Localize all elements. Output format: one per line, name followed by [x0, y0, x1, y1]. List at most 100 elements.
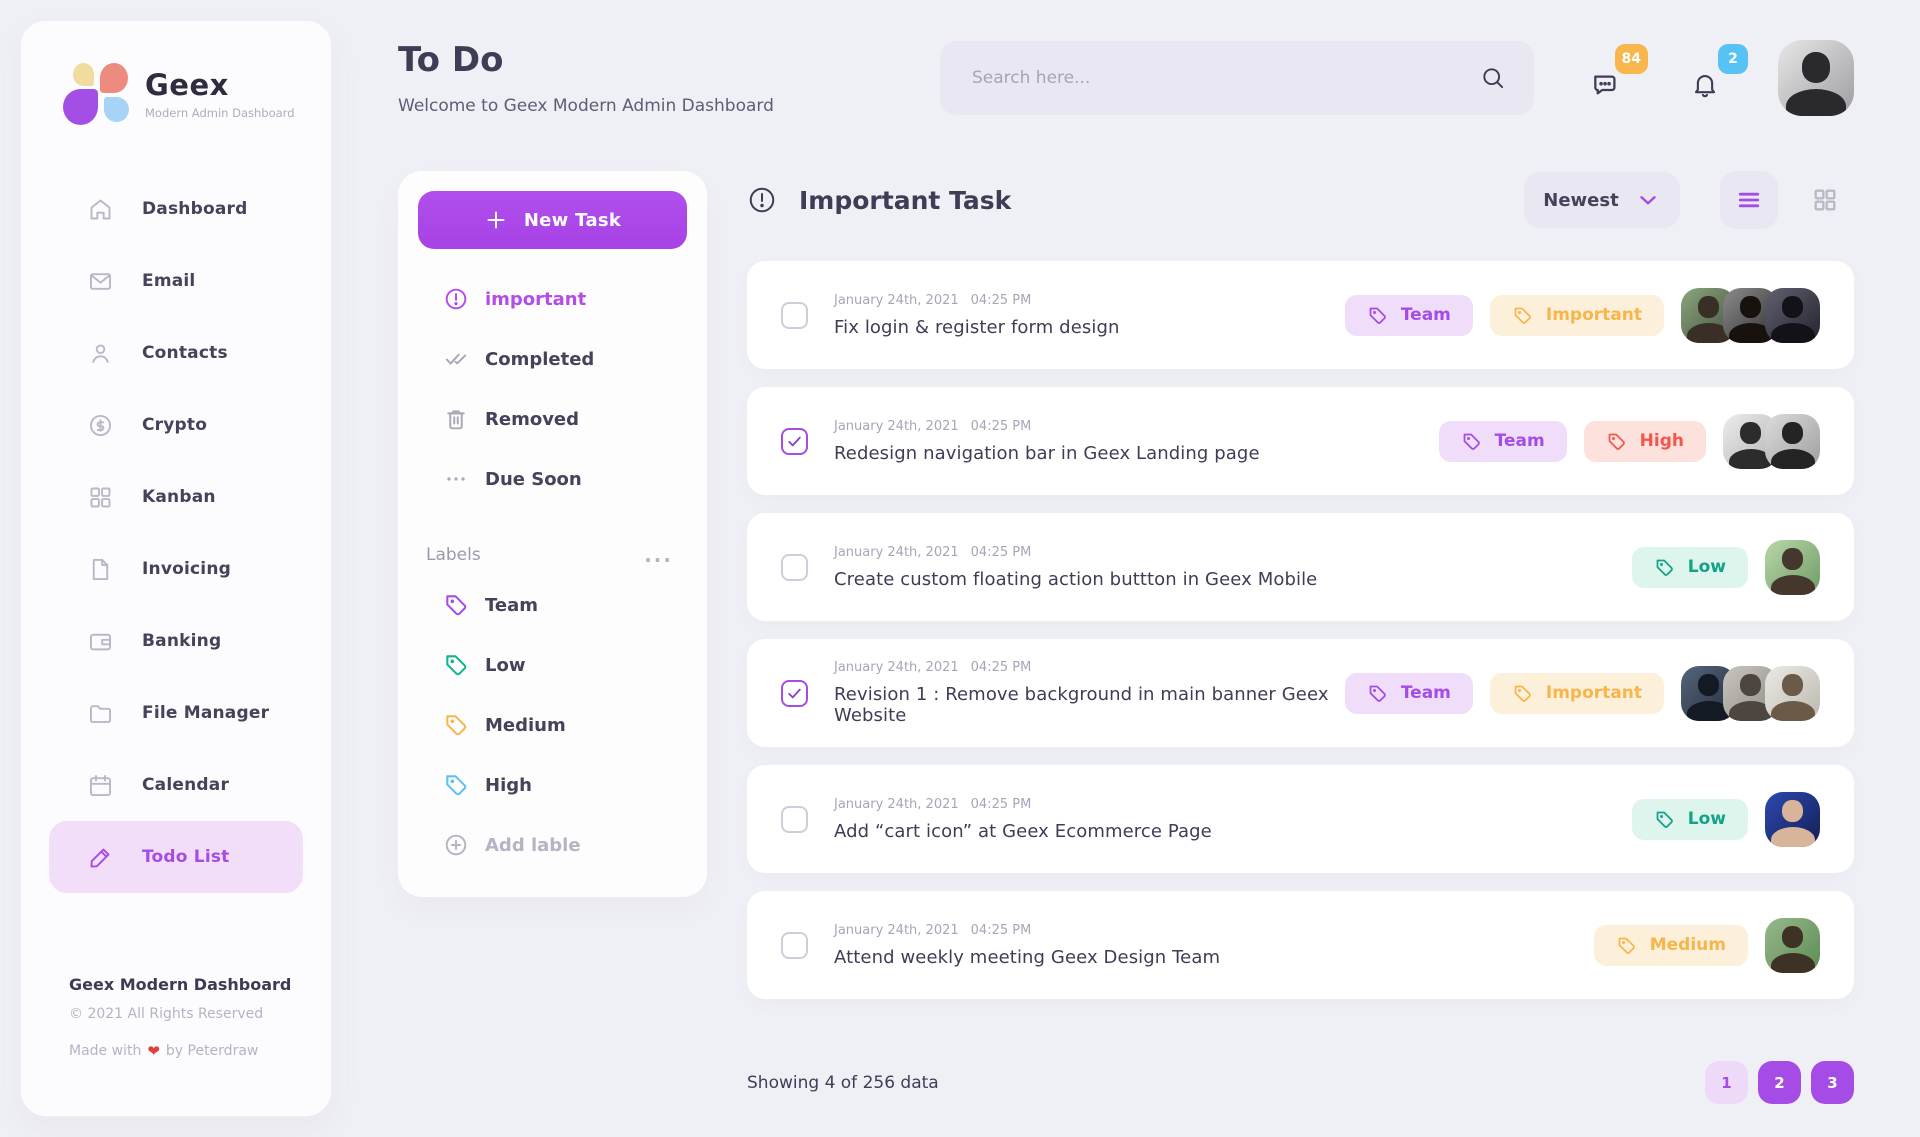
assignee-avatar: [1765, 791, 1820, 847]
label-low[interactable]: Low: [418, 635, 687, 695]
assignee-avatar: [1765, 413, 1820, 469]
task-title: Create custom floating action buttton in…: [834, 568, 1318, 590]
sidebar-item-invoicing[interactable]: Invoicing: [49, 533, 303, 605]
tag-pill[interactable]: Low: [1631, 798, 1748, 840]
label-team[interactable]: Team: [418, 575, 687, 635]
user-avatar[interactable]: [1778, 40, 1854, 116]
footer-copyright: © 2021 All Rights Reserved: [69, 1006, 264, 1022]
task-row: January 24th, 2021 04:25 PM Revision 1 : …: [747, 639, 1854, 747]
label-high[interactable]: High: [418, 755, 687, 815]
heart-icon: ❤: [147, 1042, 160, 1060]
assignee-avatar: [1765, 287, 1820, 343]
list-footer: Showing 4 of 256 data 1 2 3: [747, 1061, 1854, 1104]
wallet-icon: [87, 628, 114, 655]
filter-removed[interactable]: Removed: [418, 389, 687, 449]
sidebar-item-calendar[interactable]: Calendar: [49, 749, 303, 821]
task-title: Add “cart icon” at Geex Ecommerce Page: [834, 820, 1212, 842]
showing-count: Showing 4 of 256 data: [747, 1072, 939, 1093]
filter-completed[interactable]: Completed: [418, 329, 687, 389]
list-header: Important Task Newest: [747, 171, 1854, 229]
sidebar-item-file-manager[interactable]: File Manager: [49, 677, 303, 749]
list-view-button[interactable]: [1720, 171, 1778, 229]
tag-pill[interactable]: Important: [1489, 294, 1664, 336]
tag-pill[interactable]: High: [1583, 420, 1706, 462]
task-checkbox[interactable]: [781, 427, 808, 455]
task-datetime: January 24th, 2021 04:25 PM: [834, 922, 1032, 938]
sort-dropdown[interactable]: Newest: [1524, 172, 1680, 228]
task-title: Fix login & register form design: [834, 316, 1120, 338]
task-datetime: January 24th, 2021 04:25 PM: [834, 660, 1032, 675]
page-header: To Do Welcome to Geex Modern Admin Dashb…: [398, 40, 1854, 116]
main-area: To Do Welcome to Geex Modern Admin Dashb…: [332, 0, 1920, 1137]
page-button-2[interactable]: 2: [1758, 1061, 1801, 1104]
filter-important[interactable]: important: [418, 269, 687, 329]
task-checkbox[interactable]: [781, 553, 808, 581]
chat-icon: [1590, 68, 1622, 100]
mail-icon: [87, 268, 114, 295]
tag-icon: [443, 652, 469, 678]
new-task-button[interactable]: New Task: [418, 191, 687, 249]
task-checkbox[interactable]: [781, 931, 808, 959]
assignee-avatars: [1765, 791, 1820, 847]
sidebar-item-dashboard[interactable]: Dashboard: [49, 173, 303, 245]
sidebar-item-crypto[interactable]: Crypto: [49, 389, 303, 461]
page-title: To Do: [398, 40, 504, 80]
assignee-avatar: [1765, 539, 1820, 595]
task-title: Redesign navigation bar in Geex Landing …: [834, 442, 1260, 464]
calendar-icon: [87, 772, 114, 799]
search-icon[interactable]: [1480, 65, 1506, 91]
grid-view-icon: [1811, 186, 1839, 214]
search-input[interactable]: [972, 68, 1480, 88]
footer-title: Geex Modern Dashboard: [69, 975, 292, 994]
task-datetime: January 24th, 2021 04:25 PM: [834, 292, 1032, 308]
task-checkbox[interactable]: [781, 301, 808, 329]
labels-header: Labels ...: [426, 543, 673, 567]
grid-view-button[interactable]: [1796, 171, 1854, 229]
tag-pill[interactable]: Important: [1489, 672, 1664, 714]
notifications-button[interactable]: 2: [1690, 44, 1748, 100]
assignee-avatar: [1765, 665, 1820, 721]
messages-button[interactable]: 84: [1590, 44, 1648, 100]
sidebar-item-todo-list[interactable]: Todo List: [49, 821, 303, 893]
task-row: January 24th, 2021 04:25 PM Attend weekly…: [747, 891, 1854, 999]
person-icon: [87, 340, 114, 367]
tag-pill[interactable]: Team: [1344, 294, 1473, 336]
task-panel: New Task important Completed Removed D: [398, 171, 707, 897]
assignee-avatar: [1765, 917, 1820, 973]
task-datetime: January 24th, 2021 04:25 PM: [834, 544, 1032, 560]
tag-pill[interactable]: Team: [1344, 672, 1473, 714]
tag-pill[interactable]: Low: [1631, 546, 1748, 588]
pagination: 1 2 3: [1705, 1061, 1854, 1104]
assignee-avatars: [1723, 413, 1820, 469]
document-icon: [87, 556, 114, 583]
task-checkbox[interactable]: [781, 805, 808, 833]
task-row: January 24th, 2021 04:25 PM Redesign navi…: [747, 387, 1854, 495]
page-button-3[interactable]: 3: [1811, 1061, 1854, 1104]
chevron-down-icon: [1635, 187, 1661, 213]
label-medium[interactable]: Medium: [418, 695, 687, 755]
tag-pill[interactable]: Medium: [1593, 924, 1748, 966]
add-label-button[interactable]: Add lable: [418, 815, 687, 875]
page-button-1[interactable]: 1: [1705, 1061, 1748, 1104]
tag-pill[interactable]: Team: [1438, 420, 1567, 462]
sidebar-item-email[interactable]: Email: [49, 245, 303, 317]
assignee-avatars: [1681, 287, 1820, 343]
tag-icon: [443, 772, 469, 798]
home-icon: [87, 196, 114, 223]
footer-credit: Made with ❤ by Peterdraw: [69, 1042, 259, 1060]
sidebar: Geex Modern Admin Dashboard Dashboard Em…: [20, 20, 332, 1117]
filter-due-soon[interactable]: Due Soon: [418, 449, 687, 509]
list-view-icon: [1735, 186, 1763, 214]
sidebar-item-kanban[interactable]: Kanban: [49, 461, 303, 533]
task-title: Revision 1 : Remove background in main b…: [834, 684, 1329, 726]
sidebar-footer: Geex Modern Dashboard © 2021 All Rights …: [69, 975, 291, 1060]
sidebar-item-contacts[interactable]: Contacts: [49, 317, 303, 389]
trash-icon: [443, 406, 469, 432]
task-checkbox[interactable]: [781, 679, 808, 707]
assignee-avatars: [1765, 917, 1820, 973]
plus-icon: [484, 208, 508, 232]
section-title: Important Task: [799, 185, 1012, 215]
logo-title: Geex: [145, 68, 229, 102]
page-subtitle: Welcome to Geex Modern Admin Dashboard: [398, 96, 774, 116]
sidebar-item-banking[interactable]: Banking: [49, 605, 303, 677]
